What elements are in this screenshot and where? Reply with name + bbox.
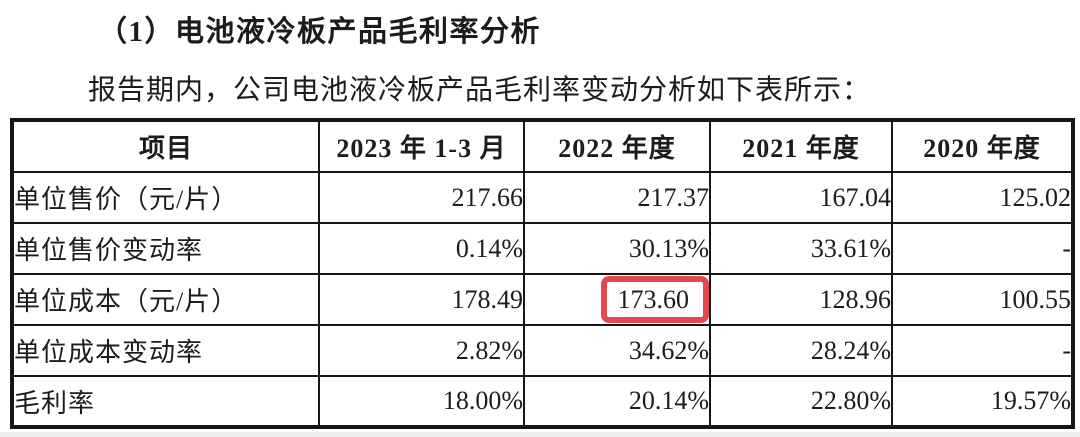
value-cell: 178.49 [318, 273, 525, 326]
header-cell-2021: 2021 年度 [709, 119, 893, 173]
gross-margin-table: 项目 2023 年 1-3 月 2022 年度 2021 年度 2020 年度 … [10, 118, 1075, 429]
table-row-unit-price: 单位售价（元/片） 217.66 217.37 167.04 125.02 [11, 171, 1074, 224]
row-label-cell: 单位成本变动率 [11, 324, 320, 377]
highlighted-value: 173.60 [617, 284, 690, 314]
intro-text: 报告期内，公司电池液冷板产品毛利率变动分析如下表所示： [88, 75, 872, 106]
value-cell: 125.02 [891, 171, 1074, 224]
table-row-unit-cost: 单位成本（元/片） 178.49 173.60 128.96 100.55 [11, 273, 1074, 326]
value-cell: 22.80% [709, 375, 893, 428]
row-label-cell: 单位成本（元/片） [11, 273, 320, 326]
value-cell: 19.57% [891, 375, 1074, 428]
value-cell: 128.96 [709, 273, 893, 326]
value-cell: 18.00% [318, 375, 525, 428]
header-cell-2020: 2020 年度 [891, 119, 1074, 173]
header-cell-2023q1: 2023 年 1-3 月 [318, 119, 525, 173]
value-cell: 167.04 [709, 171, 893, 224]
row-label-cell: 毛利率 [11, 375, 320, 428]
section-title: （1）电池液冷板产品毛利率分析 [98, 16, 542, 48]
header-cell-2022: 2022 年度 [523, 119, 711, 173]
highlighted-value-cell: 173.60 [523, 273, 711, 326]
table-header-row: 项目 2023 年 1-3 月 2022 年度 2021 年度 2020 年度 [11, 119, 1074, 173]
value-cell: 20.14% [523, 375, 711, 428]
value-cell: 33.61% [709, 222, 893, 275]
value-cell: - [891, 222, 1074, 275]
value-cell: - [891, 324, 1074, 377]
scan-edge-artifact [0, 432, 1080, 437]
value-cell: 100.55 [891, 273, 1074, 326]
table-row-gross-margin: 毛利率 18.00% 20.14% 22.80% 19.57% [11, 375, 1074, 428]
value-cell: 2.82% [318, 324, 525, 377]
row-label-cell: 单位售价（元/片） [11, 171, 320, 224]
value-cell: 28.24% [709, 324, 893, 377]
value-cell: 217.37 [523, 171, 711, 224]
value-cell: 30.13% [523, 222, 711, 275]
value-cell: 0.14% [318, 222, 525, 275]
value-cell: 217.66 [318, 171, 525, 224]
header-cell-item: 项目 [11, 119, 320, 173]
row-label-cell: 单位售价变动率 [11, 222, 320, 275]
value-cell: 34.62% [523, 324, 711, 377]
table-row-unit-price-change: 单位售价变动率 0.14% 30.13% 33.61% - [11, 222, 1074, 275]
red-highlight-box: 173.60 [600, 275, 709, 324]
table-row-unit-cost-change: 单位成本变动率 2.82% 34.62% 28.24% - [11, 324, 1074, 377]
